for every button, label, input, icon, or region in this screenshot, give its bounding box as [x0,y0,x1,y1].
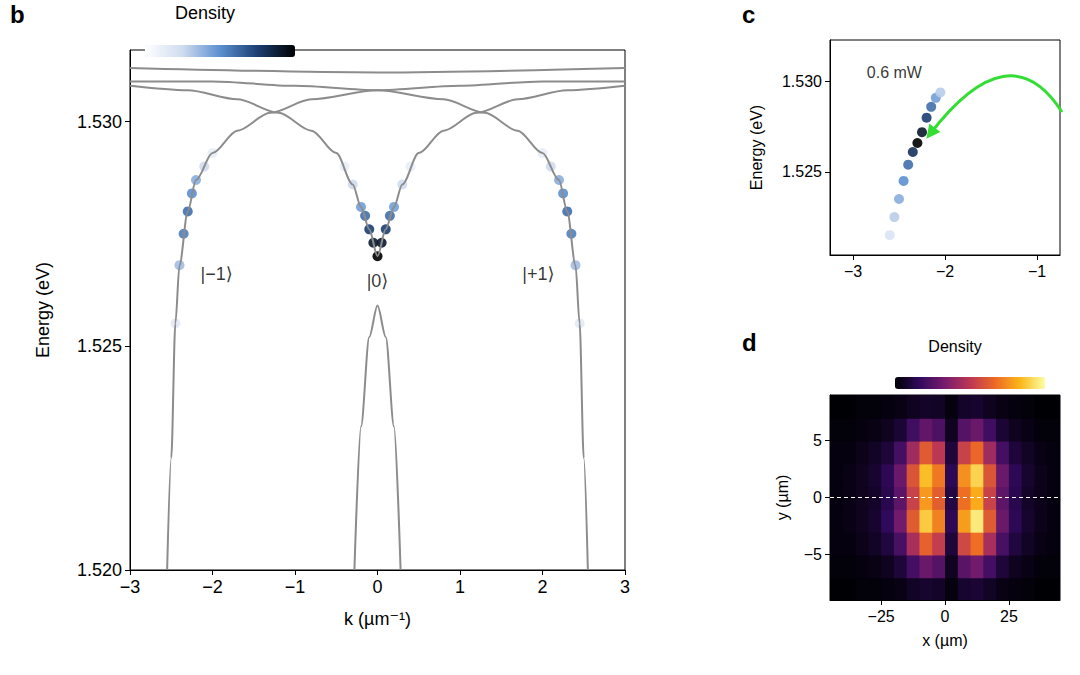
svg-text:1.530: 1.530 [782,73,822,90]
svg-text:d: d [742,329,757,356]
svg-text:1.525: 1.525 [782,163,822,180]
svg-text:|−1⟩: |−1⟩ [201,264,233,284]
svg-text:−3: −3 [844,263,862,280]
svg-text:0: 0 [372,577,382,597]
svg-text:−25: −25 [868,608,895,625]
svg-text:3: 3 [620,577,630,597]
svg-text:−3: −3 [120,577,141,597]
svg-text:Energy (eV): Energy (eV) [33,262,53,358]
svg-text:x (µm): x (µm) [922,632,968,649]
svg-text:0: 0 [813,489,822,506]
svg-text:25: 25 [1000,608,1018,625]
svg-text:−1: −1 [285,577,306,597]
svg-text:1.520: 1.520 [77,560,122,580]
svg-text:Energy (eV): Energy (eV) [748,105,765,190]
svg-text:−5: −5 [804,546,822,563]
svg-text:0: 0 [941,608,950,625]
svg-text:Density: Density [928,338,981,355]
svg-text:Density: Density [175,3,235,23]
svg-text:2: 2 [537,577,547,597]
svg-text:y (µm): y (µm) [774,475,791,521]
svg-text:|0⟩: |0⟩ [367,271,389,291]
svg-text:b: b [10,1,25,28]
svg-text:0.6 mW: 0.6 mW [867,64,923,81]
svg-text:c: c [742,1,755,28]
svg-text:1.530: 1.530 [77,112,122,132]
svg-text:|+1⟩: |+1⟩ [522,264,554,284]
svg-text:1.525: 1.525 [77,336,122,356]
svg-text:−2: −2 [936,263,954,280]
svg-text:1: 1 [455,577,465,597]
svg-text:−1: −1 [1028,263,1046,280]
svg-text:5: 5 [813,432,822,449]
svg-text:−2: −2 [202,577,223,597]
svg-text:k (µm⁻¹): k (µm⁻¹) [344,609,411,629]
